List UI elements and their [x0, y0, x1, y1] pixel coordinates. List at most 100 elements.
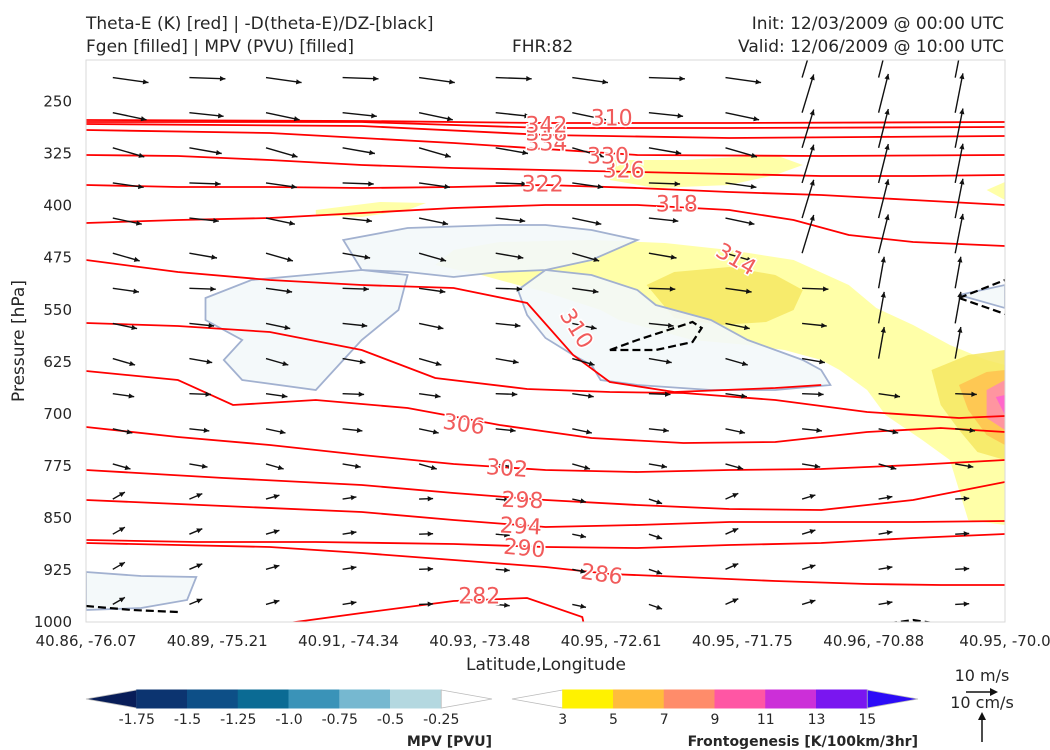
wind-arrowhead — [959, 108, 965, 115]
wind-arrowhead — [664, 391, 671, 397]
fgen-colorbar-segment — [562, 689, 614, 709]
wind-arrowhead — [430, 465, 437, 471]
wind-arrowhead — [810, 39, 815, 45]
wind-arrowhead — [590, 324, 597, 331]
wind-arrowhead — [291, 152, 298, 158]
wind-arrowhead — [371, 113, 377, 119]
wind-arrow — [877, 108, 889, 148]
wind-ref-vertical-head — [978, 712, 986, 720]
x-tick-label: 40.93, -73.48 — [429, 632, 530, 650]
mpv-region-6 — [959, 285, 1005, 308]
mpv-region-2 — [517, 270, 831, 390]
wind-arrowhead — [444, 152, 451, 158]
wind-arrow — [877, 179, 889, 219]
wind-arrowhead — [959, 178, 965, 185]
wind-arrowhead — [894, 393, 901, 399]
wind-arrowhead — [118, 527, 125, 533]
wind-arrow — [648, 112, 684, 117]
wind-arrowhead — [131, 324, 138, 331]
wind-arrow — [801, 60, 809, 78]
wind-arrowhead — [880, 256, 886, 263]
wind-arrowhead — [670, 254, 677, 260]
wind-arrowhead — [284, 324, 291, 331]
y-tick-label: 775 — [43, 457, 72, 475]
wind-arrow — [877, 214, 889, 254]
mpv-outline-2 — [516, 269, 832, 391]
x-tick-label: 40.89, -75.21 — [167, 632, 268, 650]
wind-arrowhead — [884, 73, 890, 80]
contour-label: 330 — [587, 145, 629, 170]
colorbars: -1.75 -1.5 -1.25 -1.0 -0.75 -0.5 -0.25 MPV [PVU… — [85, 689, 919, 750]
fgen-colorbar-segment — [511, 689, 564, 709]
wind-arrow — [495, 147, 529, 155]
mpv-colorbar-segment — [187, 689, 239, 709]
stability-line-2 — [279, 652, 343, 668]
wind-arrowhead — [282, 360, 289, 366]
contour-label: 310 — [591, 107, 633, 132]
mpv-colorbar-segment — [390, 689, 442, 709]
mpv-region-3 — [86, 572, 197, 610]
wind-arrowhead — [350, 530, 357, 536]
wind-arrowhead — [822, 286, 829, 292]
wind-arrowhead — [674, 181, 681, 187]
wind-arrowhead — [205, 391, 211, 397]
valid-time: Valid: 12/06/2009 @ 10:00 UTC — [738, 37, 1004, 57]
wind-arrowhead — [279, 429, 286, 435]
wind-arrowhead — [957, 327, 963, 333]
wind-arrowhead — [959, 213, 965, 220]
y-tick-label: 475 — [43, 249, 72, 267]
wind-arrow — [418, 112, 453, 121]
mpv-colorbar-tick: -1.75 — [119, 712, 155, 728]
wind-arrow — [572, 112, 607, 121]
wind-arrowhead — [600, 116, 606, 122]
wind-arrowhead — [886, 494, 893, 501]
fgen-colorbar-tick: 3 — [558, 712, 567, 728]
wind-arrow — [954, 213, 964, 254]
theta-e-contours — [86, 119, 1005, 622]
mpv-outlines — [86, 224, 1005, 611]
mpv-colorbar-segment — [136, 689, 188, 709]
contour-label: 290 — [502, 535, 546, 564]
fgen-colorbar-label: Frontogenesis [K/100km/3hr] — [688, 734, 918, 750]
wind-arrowhead — [286, 256, 293, 262]
wind-arrowhead — [517, 254, 524, 260]
stability-line-3 — [609, 320, 704, 352]
wind-arrowhead — [368, 181, 374, 187]
wind-arrowhead — [741, 360, 748, 366]
wind-arrowhead — [273, 529, 280, 535]
wind-arrowhead — [745, 288, 752, 294]
wind-arrowhead — [356, 427, 363, 433]
mpv-outline-1 — [341, 224, 641, 278]
stability-contours — [86, 278, 1005, 668]
theta-e-line-294 — [86, 499, 1005, 528]
wind-arrowhead — [369, 149, 375, 156]
wind-arrow — [801, 74, 815, 113]
wind-arrowhead — [737, 465, 744, 471]
wind-arrowhead — [359, 359, 366, 365]
wind-arrowhead — [967, 463, 974, 469]
wind-arrowhead — [665, 359, 672, 365]
wind-vectors — [112, 39, 977, 610]
wind-arrowhead — [959, 143, 965, 150]
wind-arrowhead — [363, 286, 369, 292]
plot-frame — [85, 59, 1006, 623]
wind-arrowhead — [656, 604, 663, 610]
wind-arrowhead — [880, 291, 886, 298]
wind-arrow — [189, 112, 224, 117]
wind-arrowhead — [273, 494, 280, 500]
wind-arrowhead — [196, 598, 203, 604]
wind-arrowhead — [354, 463, 361, 469]
y-axis-label: Pressure [hPa] — [9, 280, 29, 402]
wind-arrowhead — [449, 79, 455, 85]
wind-arrowhead — [273, 599, 280, 605]
axes: 250 325 400 475 550 625 700 775 850 925 100040.86,… — [9, 59, 1050, 675]
wind-arrowhead — [124, 465, 131, 471]
wind-arrowhead — [732, 493, 739, 498]
mpv-colorbar-segment — [237, 689, 290, 709]
wind-arrow — [189, 147, 222, 155]
y-tick-label: 1000 — [34, 613, 72, 631]
theta-e-line-338 — [86, 121, 1005, 129]
contour-label: 342 — [525, 114, 567, 139]
wind-arrow — [954, 108, 964, 148]
wind-arrowhead — [129, 360, 136, 366]
